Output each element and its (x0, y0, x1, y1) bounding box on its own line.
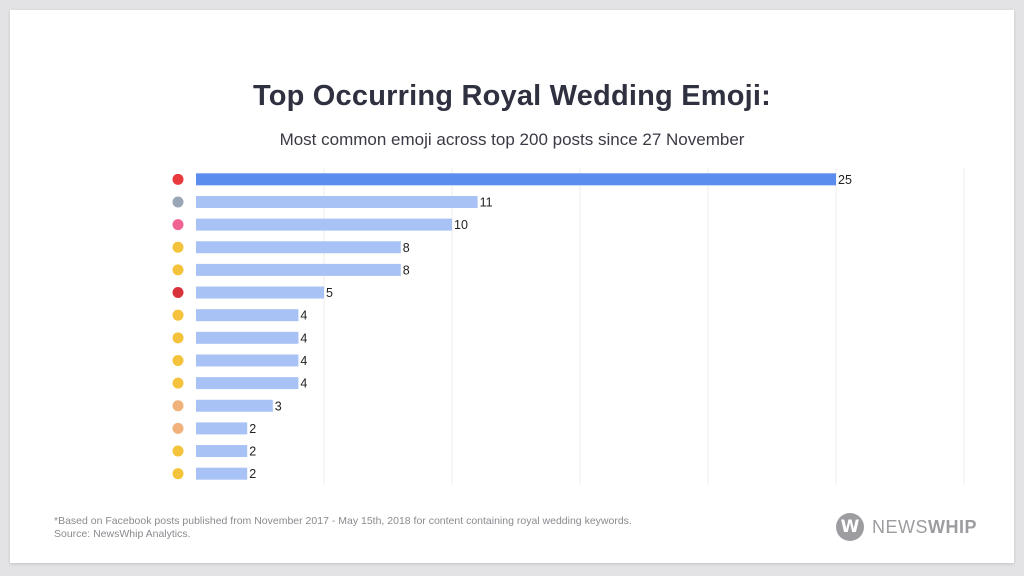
emoji-shape (172, 354, 184, 366)
emoji-shape (172, 400, 184, 412)
value-label: 25 (838, 173, 852, 187)
red-heart-icon (172, 173, 184, 185)
clapping-hands-icon (172, 309, 184, 321)
bar (196, 377, 299, 390)
value-label: 5 (326, 286, 333, 300)
bar (196, 173, 836, 186)
bar (196, 445, 248, 458)
value-label: 10 (454, 218, 468, 232)
hugging-face-icon (172, 354, 184, 366)
bar (196, 399, 273, 412)
bar-chart: 25 11 10 8 8 5 4 4 4 4 3 2 2 2 (172, 168, 965, 485)
value-label: 2 (249, 422, 256, 436)
value-label: 3 (275, 399, 282, 413)
value-label: 11 (480, 195, 493, 209)
emoji-shape (172, 219, 184, 231)
emoji-shape (172, 332, 184, 344)
bar (196, 218, 452, 231)
logo-news: NEWS (872, 516, 928, 537)
footnote-text: *Based on Facebook posts published from … (54, 515, 632, 527)
emoji-shape (172, 445, 184, 457)
grinning-face-icon (172, 241, 184, 253)
emoji-shape (172, 422, 184, 434)
logo-whip: WHIP (928, 516, 977, 537)
face-blowing-kiss-icon (172, 468, 184, 480)
chart-title: Top Occurring Royal Wedding Emoji: (252, 80, 772, 112)
footnote: *Based on Facebook posts published from … (54, 515, 632, 541)
emoji-shape (172, 468, 184, 480)
bar (196, 286, 324, 299)
bar (196, 195, 478, 208)
face-with-tears-of-joy-crying-icon (172, 264, 184, 276)
newswhip-logo-icon: W (836, 513, 864, 541)
woman-gesturing-icon (172, 422, 184, 434)
emoji-shape (172, 309, 184, 321)
winking-face-icon (172, 445, 184, 457)
emoji-shape (172, 264, 184, 276)
bar (196, 422, 248, 435)
rolling-on-floor-laughing-icon (172, 377, 184, 389)
ring-icon (172, 196, 184, 208)
emoji-shape (172, 173, 184, 185)
bar (196, 354, 299, 367)
bar (196, 331, 299, 344)
value-label: 4 (300, 354, 307, 368)
value-label: 2 (249, 467, 256, 481)
broken-heart-icon (172, 287, 184, 299)
emoji-shape (172, 196, 184, 208)
value-label: 8 (403, 241, 410, 255)
newswhip-logo: W NEWSWHIP (836, 513, 977, 541)
bar (196, 263, 401, 276)
source-text: Source: NewsWhip Analytics. (54, 528, 191, 540)
chart-subtitle: Most common emoji across top 200 posts s… (279, 130, 745, 149)
emoji-shape (172, 377, 184, 389)
bar (196, 309, 299, 322)
value-label: 4 (300, 309, 307, 323)
value-label: 8 (403, 263, 410, 277)
two-hearts-icon (172, 219, 184, 231)
bar (196, 241, 401, 254)
emoji-shape (172, 287, 184, 299)
slide: Top Occurring Royal Wedding Emoji: Most … (10, 10, 1014, 563)
emoji-shape (172, 241, 184, 253)
value-label: 4 (300, 331, 307, 345)
value-label: 2 (249, 445, 256, 459)
bride-with-veil-icon (172, 400, 184, 412)
newswhip-wordmark: NEWSWHIP (872, 517, 977, 538)
raising-hands-icon (172, 332, 184, 344)
bar (196, 467, 248, 480)
value-label: 4 (300, 377, 307, 391)
